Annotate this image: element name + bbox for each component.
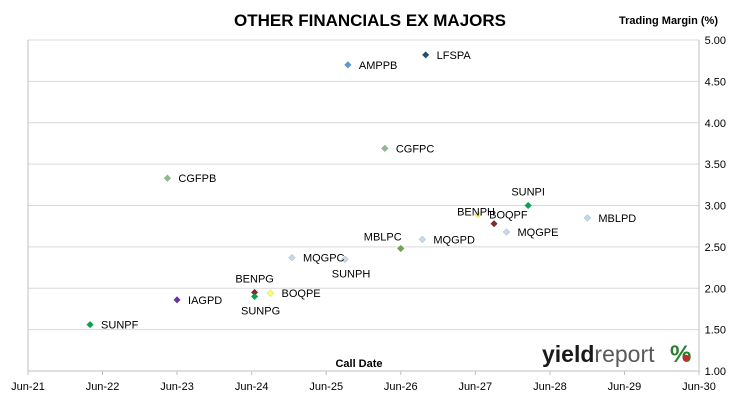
data-point	[250, 292, 259, 301]
data-label: BENPG	[235, 273, 274, 285]
x-tick-label: Jun-29	[608, 381, 642, 393]
x-tick-label: Jun-21	[11, 381, 45, 393]
y-tick-label: 4.00	[705, 118, 726, 130]
data-point	[502, 228, 511, 236]
data-label: AMPPB	[359, 60, 398, 72]
y-tick-label: 4.50	[705, 76, 726, 88]
data-point	[524, 201, 532, 210]
x-tick-label: Jun-25	[309, 381, 343, 393]
data-label: MQGPC	[303, 253, 345, 265]
logo-word-yield: yield	[542, 341, 594, 367]
data-label: CGFPB	[178, 173, 216, 185]
data-label: MQGPE	[517, 227, 558, 239]
data-point	[266, 289, 275, 297]
logo-percent-icon: %	[670, 341, 691, 368]
x-tick-label: Jun-28	[533, 381, 567, 393]
x-tick-label: Jun-26	[384, 381, 418, 393]
y-tick-label: 2.50	[705, 242, 726, 254]
data-point	[344, 61, 352, 69]
data-point	[421, 51, 430, 59]
x-tick-label: Jun-23	[160, 381, 194, 393]
axes	[27, 40, 700, 372]
data-point	[173, 296, 181, 304]
data-points	[86, 51, 592, 329]
x-tick-label: Jun-30	[682, 381, 716, 393]
data-point	[288, 253, 296, 262]
data-label: BENPH	[457, 207, 495, 219]
data-point	[418, 235, 427, 244]
data-point	[163, 174, 172, 182]
data-label: SUNPI	[511, 187, 545, 199]
y-axis-label: Trading Margin (%)	[619, 15, 718, 27]
y-tick-labels: 1.00 1.50 2.00 2.50 3.00 3.50 4.00 4.50 5.00	[705, 35, 726, 378]
data-point	[583, 214, 592, 222]
data-label: MBLPD	[598, 213, 636, 225]
y-tick-label: 3.00	[705, 201, 726, 213]
data-labels: LFSPA AMPPB CGFPC CGFPB SUNPI MBLPD BOQPFBENPH…	[101, 50, 636, 332]
data-point	[341, 255, 349, 264]
x-tick-label: Jun-22	[86, 381, 120, 393]
data-label: MBLPC	[364, 232, 402, 244]
x-tick-labels: Jun-21 Jun-22 Jun-23 Jun-24 Jun-25 Jun-26 Jun-…	[11, 371, 716, 393]
svg-text:yieldreport: yieldreport	[542, 341, 655, 367]
y-tick-label: 1.50	[705, 325, 726, 337]
logo-word-report: report	[594, 341, 655, 367]
data-label: SUNPG	[241, 306, 280, 318]
y-tick-label: 3.50	[705, 159, 726, 171]
data-label: SUNPH	[332, 268, 371, 280]
x-tick-label: Jun-24	[235, 381, 269, 393]
logo-red-dot-icon	[682, 354, 690, 362]
data-label: CGFPC	[396, 143, 435, 155]
data-label: IAGPD	[188, 295, 222, 307]
x-axis-label: Call Date	[335, 358, 382, 370]
data-label: MQGPD	[433, 234, 475, 246]
data-point	[490, 219, 498, 228]
chart-title: OTHER FINANCIALS EX MAJORS	[234, 11, 506, 30]
yieldreport-logo: yieldreport %	[542, 341, 691, 368]
data-point	[474, 210, 482, 219]
y-tick-label: 1.00	[705, 366, 726, 378]
y-tick-label: 5.00	[705, 35, 726, 47]
data-label: LFSPA	[437, 50, 472, 62]
data-point	[397, 244, 405, 253]
data-label: BOQPF	[489, 210, 528, 222]
data-point	[381, 144, 389, 153]
data-label: SUNPF	[101, 320, 139, 332]
grid-lines	[28, 39, 699, 331]
data-label: BOQPE	[282, 288, 321, 300]
data-point	[86, 320, 94, 329]
x-tick-label: Jun-27	[458, 381, 492, 393]
y-tick-label: 2.00	[705, 283, 726, 295]
